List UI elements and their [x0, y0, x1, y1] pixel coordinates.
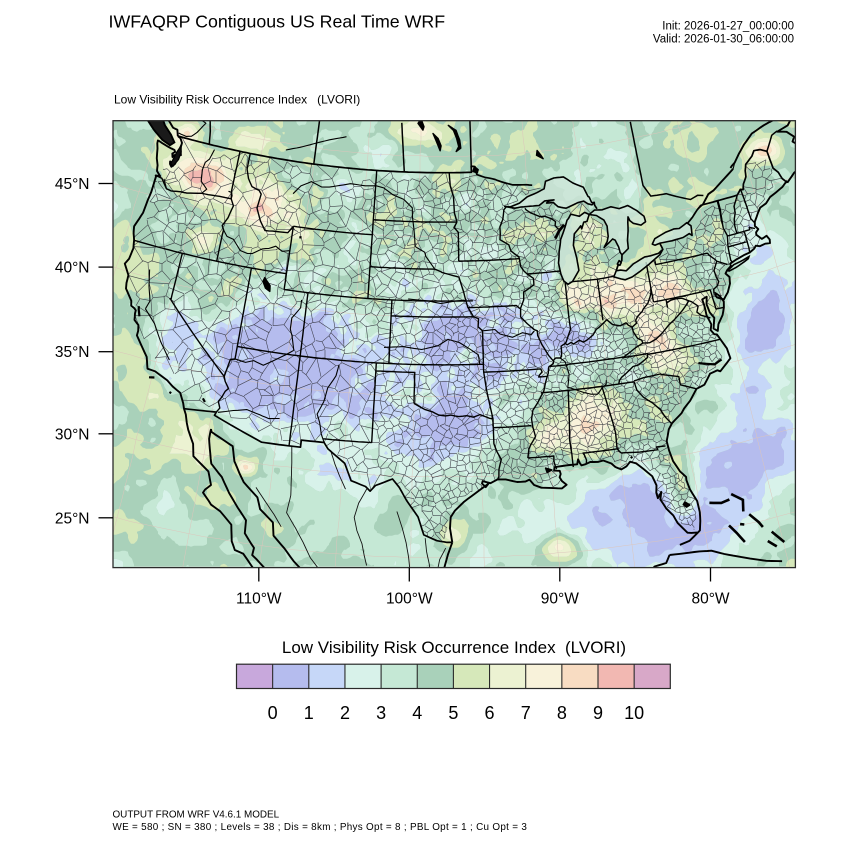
svg-text:IWFAQRP Contiguous US Real Tim: IWFAQRP Contiguous US Real Time WRF	[109, 12, 446, 32]
svg-text:0: 0	[268, 703, 278, 723]
svg-text:3: 3	[376, 703, 386, 723]
svg-text:2: 2	[340, 703, 350, 723]
svg-text:1: 1	[304, 703, 314, 723]
svg-text:4: 4	[412, 703, 422, 723]
svg-text:90°W: 90°W	[541, 591, 579, 608]
svg-text:Init: 2026-01-27_00:00:00: Init: 2026-01-27_00:00:00	[662, 20, 794, 32]
svg-text:80°W: 80°W	[691, 591, 729, 608]
svg-text:9: 9	[593, 703, 603, 723]
svg-text:10: 10	[624, 703, 644, 723]
svg-text:45°N: 45°N	[55, 176, 90, 193]
svg-text:OUTPUT FROM WRF V4.6.1 MODEL: OUTPUT FROM WRF V4.6.1 MODEL	[113, 810, 280, 821]
svg-text:40°N: 40°N	[55, 260, 90, 277]
svg-text:8: 8	[557, 703, 567, 723]
svg-text:110°W: 110°W	[236, 591, 282, 608]
svg-text:5: 5	[448, 703, 458, 723]
svg-text:WE = 580 ; SN = 380 ; Levels =: WE = 580 ; SN = 380 ; Levels = 38 ; Dis …	[113, 822, 528, 833]
svg-text:35°N: 35°N	[55, 344, 90, 361]
svg-text:Low Visibility Risk Occurrence: Low Visibility Risk Occurrence Index (LV…	[282, 638, 626, 657]
svg-text:25°N: 25°N	[55, 510, 90, 527]
svg-text:100°W: 100°W	[386, 591, 433, 608]
svg-text:6: 6	[485, 703, 495, 723]
svg-text:Low Visibility Risk Occurrence: Low Visibility Risk Occurrence Index (LV…	[114, 93, 360, 107]
svg-text:Valid: 2026-01-30_06:00:00: Valid: 2026-01-30_06:00:00	[653, 34, 794, 46]
svg-text:7: 7	[521, 703, 531, 723]
svg-text:30°N: 30°N	[55, 426, 90, 443]
